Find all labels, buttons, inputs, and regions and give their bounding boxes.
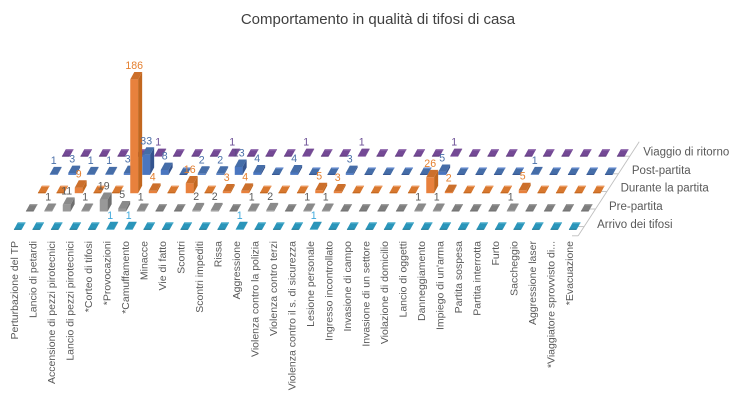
svg-text:*Viaggiatore sprovvisto di...: *Viaggiatore sprovvisto di... bbox=[546, 241, 558, 368]
svg-text:Violenza contro il s. di sicur: Violenza contro il s. di sicurezza bbox=[287, 241, 299, 390]
svg-text:5: 5 bbox=[520, 171, 526, 183]
svg-text:1: 1 bbox=[434, 191, 440, 203]
svg-text:3: 3 bbox=[347, 154, 353, 166]
svg-text:4: 4 bbox=[254, 153, 260, 165]
svg-text:3: 3 bbox=[69, 154, 75, 166]
svg-text:Rissa: Rissa bbox=[213, 241, 225, 267]
svg-text:1: 1 bbox=[323, 191, 329, 203]
svg-text:*Provocazioni: *Provocazioni bbox=[102, 241, 114, 305]
svg-text:Perturbazione del TP: Perturbazione del TP bbox=[9, 241, 21, 339]
svg-text:Saccheggio: Saccheggio bbox=[509, 241, 521, 296]
svg-text:Invasione di campo: Invasione di campo bbox=[342, 241, 354, 332]
svg-text:Furto: Furto bbox=[490, 241, 502, 266]
svg-text:13: 13 bbox=[233, 148, 245, 160]
svg-text:Accensione di pezzi pirotecnic: Accensione di pezzi pirotecnici bbox=[46, 241, 58, 384]
svg-text:186: 186 bbox=[125, 60, 143, 72]
svg-text:2: 2 bbox=[193, 191, 199, 203]
svg-text:Comportamento in qualità di ti: Comportamento in qualità di tifosi di ca… bbox=[241, 11, 516, 28]
svg-text:2: 2 bbox=[217, 154, 223, 166]
svg-text:5: 5 bbox=[439, 152, 445, 164]
svg-text:Violenza contro la polizia: Violenza contro la polizia bbox=[250, 241, 262, 357]
svg-text:26: 26 bbox=[424, 158, 436, 170]
svg-text:1: 1 bbox=[155, 137, 161, 149]
svg-text:Scontri impediti: Scontri impediti bbox=[194, 241, 206, 313]
svg-text:3: 3 bbox=[335, 172, 341, 184]
svg-text:Post-partita: Post-partita bbox=[632, 165, 691, 177]
svg-text:1: 1 bbox=[532, 155, 538, 167]
svg-text:1: 1 bbox=[311, 210, 317, 222]
svg-text:1: 1 bbox=[229, 137, 235, 149]
svg-text:19: 19 bbox=[98, 180, 110, 192]
svg-text:Partita interrotta: Partita interrotta bbox=[472, 241, 484, 316]
svg-text:1: 1 bbox=[237, 210, 243, 222]
svg-text:*Camuffamento: *Camuffamento bbox=[120, 241, 132, 314]
svg-text:3: 3 bbox=[125, 154, 131, 166]
svg-text:5: 5 bbox=[316, 171, 322, 183]
svg-text:Minacce: Minacce bbox=[139, 241, 151, 280]
svg-text:Vie di fatto: Vie di fatto bbox=[157, 241, 169, 291]
svg-text:1: 1 bbox=[451, 137, 457, 149]
svg-text:1: 1 bbox=[126, 210, 132, 222]
svg-text:Pre-partita: Pre-partita bbox=[609, 201, 663, 213]
svg-text:Aggressione: Aggressione bbox=[231, 241, 243, 300]
svg-text:Lancio di oggetti: Lancio di oggetti bbox=[398, 241, 410, 317]
svg-text:1: 1 bbox=[304, 191, 310, 203]
svg-text:Partita sospesa: Partita sospesa bbox=[453, 241, 465, 314]
svg-text:Durante la partita: Durante la partita bbox=[621, 183, 710, 195]
svg-text:2: 2 bbox=[212, 191, 218, 203]
svg-text:1: 1 bbox=[138, 191, 144, 203]
svg-text:1: 1 bbox=[51, 155, 57, 167]
svg-text:Aggressione laser: Aggressione laser bbox=[527, 240, 539, 325]
svg-text:Lancio di pezzi pirotecnici: Lancio di pezzi pirotecnici bbox=[65, 241, 77, 361]
svg-text:1: 1 bbox=[45, 191, 51, 203]
svg-text:Violazione di domicilio: Violazione di domicilio bbox=[379, 241, 391, 344]
svg-text:1: 1 bbox=[415, 191, 421, 203]
svg-text:3: 3 bbox=[224, 172, 230, 184]
svg-text:Lancio di petardi: Lancio di petardi bbox=[28, 241, 40, 318]
svg-text:33: 33 bbox=[140, 135, 152, 147]
svg-text:1: 1 bbox=[106, 155, 112, 167]
svg-text:4: 4 bbox=[150, 171, 156, 183]
svg-text:*Corteo di tifosi: *Corteo di tifosi bbox=[83, 241, 95, 312]
svg-text:Danneggiamento: Danneggiamento bbox=[416, 241, 428, 321]
svg-text:Invasione di un settore: Invasione di un settore bbox=[361, 241, 373, 347]
svg-text:1: 1 bbox=[88, 155, 94, 167]
svg-text:1: 1 bbox=[107, 210, 113, 222]
svg-text:*Evacuazione: *Evacuazione bbox=[564, 241, 576, 305]
svg-text:1: 1 bbox=[359, 137, 365, 149]
svg-text:8: 8 bbox=[162, 151, 168, 163]
svg-text:1: 1 bbox=[82, 191, 88, 203]
svg-text:4: 4 bbox=[242, 171, 248, 183]
svg-text:16: 16 bbox=[184, 164, 196, 176]
svg-text:5: 5 bbox=[119, 189, 125, 201]
svg-text:Viaggio di ritorno: Viaggio di ritorno bbox=[643, 146, 729, 158]
svg-text:Impiego di un'arma: Impiego di un'arma bbox=[435, 241, 447, 330]
svg-text:Ingresso incontrollato: Ingresso incontrollato bbox=[324, 241, 336, 341]
svg-text:4: 4 bbox=[291, 153, 297, 165]
svg-text:Scontri: Scontri bbox=[176, 241, 188, 274]
svg-text:Arrivo dei tifosi: Arrivo dei tifosi bbox=[597, 219, 672, 231]
svg-text:11: 11 bbox=[61, 185, 72, 197]
svg-text:Lesione personale: Lesione personale bbox=[305, 241, 317, 327]
svg-text:1: 1 bbox=[508, 191, 514, 203]
svg-text:2: 2 bbox=[446, 173, 452, 185]
svg-text:9: 9 bbox=[76, 168, 82, 180]
svg-text:2: 2 bbox=[267, 191, 273, 203]
svg-text:2: 2 bbox=[199, 154, 205, 166]
svg-text:1: 1 bbox=[303, 137, 309, 149]
svg-text:Violenza contro terzi: Violenza contro terzi bbox=[268, 241, 280, 336]
svg-text:1: 1 bbox=[249, 191, 255, 203]
